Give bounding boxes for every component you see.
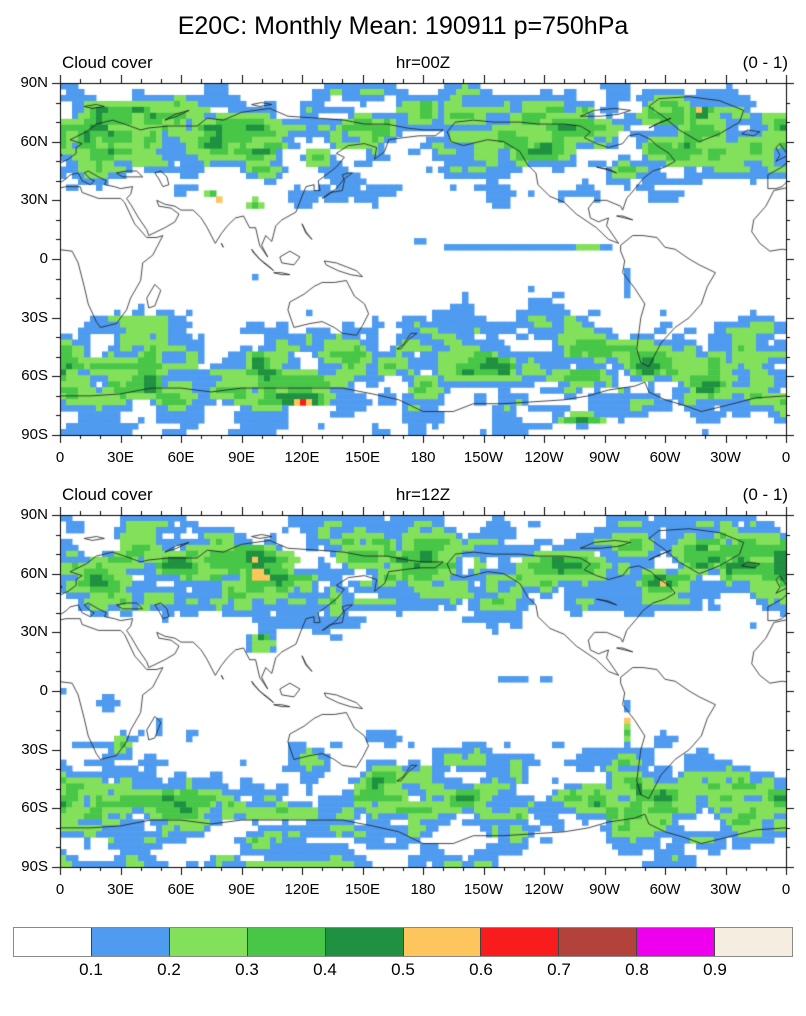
lat-tick-label: 60N	[20, 132, 48, 150]
lon-axis-12z: 0 30E 60E 90E 120E 150E 180 150W 120W 90W 60W 30W 0	[0, 879, 806, 901]
lon-tick-label: 150E	[344, 449, 381, 466]
colorbar-tick-label: 0.6	[469, 960, 493, 979]
panel-00z: Cloud cover hr=00Z (0 - 1) 90N 60N 30N 0 30S…	[0, 51, 806, 469]
colorbar-tick-label: 0.9	[703, 960, 727, 979]
colorbar-cell	[325, 928, 404, 956]
lat-tick-label: 90N	[20, 506, 48, 523]
lon-tick-label: 90W	[589, 449, 620, 466]
colorbar-cell	[559, 928, 638, 956]
colorbar-cells	[13, 927, 793, 957]
hour-label: hr=00Z	[395, 53, 451, 72]
colorbar-cell	[247, 928, 326, 956]
lon-tick-label: 120E	[284, 449, 320, 466]
lat-tick-label: 90S	[21, 858, 48, 875]
lon-tick-label: 0	[781, 881, 791, 898]
colorbar-tick-label: 0.1	[79, 960, 103, 979]
colorbar-tick-label: 0.3	[235, 960, 259, 979]
panel-12z: Cloud cover hr=12Z (0 - 1) 90N 60N 30N 0 30S…	[0, 483, 806, 901]
lon-axis-00z: 0 30E 60E 90E 120E 150E 180 150W 120W 90W 60W 30W 0	[0, 447, 806, 469]
lat-axis-00z: 90N 60N 30N 0 30S 60S 90S	[0, 75, 54, 447]
colorbar: 0.1 0.2 0.3 0.4 0.5 0.6 0.7 0.8 0.9	[13, 927, 793, 986]
colorbar-cell	[169, 928, 248, 956]
lon-tick-label: 90E	[228, 449, 255, 466]
map-canvas-00z	[0, 75, 806, 447]
colorbar-cell	[91, 928, 170, 956]
lon-tick-label: 120W	[524, 449, 564, 466]
colorbar-tick-label: 0.2	[157, 960, 181, 979]
lon-tick-label: 30E	[107, 881, 134, 898]
lat-tick-label: 90S	[21, 426, 48, 443]
lat-tick-label: 30S	[21, 308, 48, 326]
colorbar-tick-label: 0.4	[313, 960, 337, 979]
panel-header-12z: Cloud cover hr=12Z (0 - 1)	[0, 483, 806, 507]
lon-tick-label: 90W	[589, 881, 620, 898]
colorbar-cell	[14, 928, 92, 956]
lon-tick-label: 0	[55, 881, 65, 898]
hour-label: hr=12Z	[395, 485, 451, 504]
lat-tick-label: 30N	[20, 623, 48, 641]
lon-tick-label: 120W	[524, 881, 564, 898]
lat-tick-label: 60N	[20, 564, 48, 582]
units-label: (0 - 1)	[742, 485, 788, 504]
lon-tick-label: 0	[781, 449, 791, 466]
map-canvas-12z	[0, 507, 806, 879]
lat-tick-label: 30S	[21, 740, 48, 758]
colorbar-tick-label: 0.8	[625, 960, 649, 979]
lat-tick-label: 0	[39, 682, 48, 699]
lon-tick-label: 60E	[167, 881, 195, 898]
colorbar-cell	[403, 928, 482, 956]
lon-tick-label: 150W	[463, 881, 504, 898]
colorbar-cell	[637, 928, 716, 956]
lon-tick-label: 30W	[710, 449, 741, 466]
lat-tick-label: 60S	[21, 799, 48, 817]
lat-tick-label: 30N	[20, 191, 48, 209]
lon-tick-label: 60W	[649, 449, 681, 466]
panel-header-00z: Cloud cover hr=00Z (0 - 1)	[0, 51, 806, 75]
colorbar-tick-label: 0.5	[391, 960, 415, 979]
lon-tick-label: 30W	[710, 881, 741, 898]
lon-tick-label: 90E	[228, 881, 255, 898]
map-area-12z: 90N 60N 30N 0 30S 60S 90S	[0, 507, 806, 879]
lon-tick-label: 120E	[284, 881, 320, 898]
lon-tick-label: 0	[55, 449, 65, 466]
colorbar-tick-label: 0.7	[547, 960, 571, 979]
colorbar-cell	[481, 928, 560, 956]
units-label: (0 - 1)	[742, 53, 788, 72]
lon-tick-label: 180	[410, 449, 436, 466]
lon-tick-label: 180	[410, 881, 436, 898]
lon-tick-label: 30E	[107, 449, 134, 466]
lon-tick-label: 150E	[344, 881, 381, 898]
colorbar-labels: 0.1 0.2 0.3 0.4 0.5 0.6 0.7 0.8 0.9	[13, 960, 793, 986]
plot-title: E20C: Monthly Mean: 190911 p=750hPa	[177, 12, 629, 40]
lon-tick-label: 150W	[463, 449, 504, 466]
lat-tick-label: 90N	[20, 74, 48, 91]
variable-label: Cloud cover	[62, 485, 153, 504]
map-area-00z: 90N 60N 30N 0 30S 60S 90S	[0, 75, 806, 447]
lon-tick-label: 60E	[167, 449, 195, 466]
lat-axis-12z: 90N 60N 30N 0 30S 60S 90S	[0, 507, 54, 879]
lat-tick-label: 60S	[21, 367, 48, 385]
lon-tick-label: 60W	[649, 881, 681, 898]
variable-label: Cloud cover	[62, 53, 153, 72]
lat-tick-label: 0	[39, 250, 48, 267]
colorbar-cell	[715, 928, 793, 956]
